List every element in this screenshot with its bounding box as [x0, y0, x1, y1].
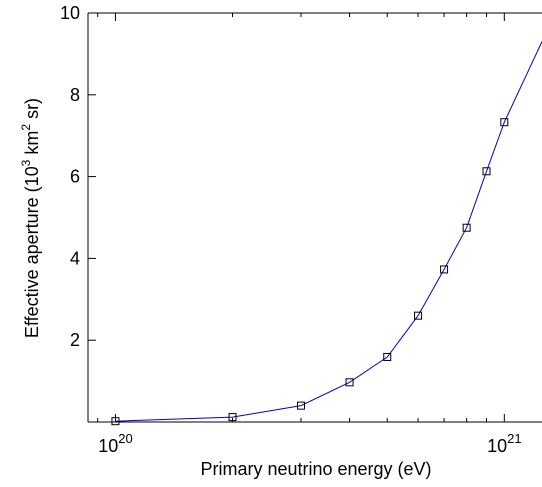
x-tick-label: 1021	[487, 431, 522, 456]
x-tick-label-exponent: 20	[118, 431, 132, 446]
data-point-marker	[462, 223, 471, 232]
data-point-marker	[228, 413, 237, 422]
y-ticks: 2 4 6 8 10	[60, 3, 96, 350]
y-axis-label: Effective aperture (103 km2 sr)	[19, 98, 42, 338]
y-tick-label: 10	[60, 3, 80, 23]
x-tick-label-base: 10	[487, 436, 507, 456]
x-tick-label: 1020	[98, 431, 132, 456]
x-axis-label: Primary neutrino energy (eV)	[200, 459, 431, 479]
x-tick-label-exponent: 21	[507, 431, 521, 446]
series-line	[115, 41, 542, 422]
data-point-marker	[345, 378, 354, 387]
y-tick-label: 4	[70, 248, 80, 268]
x-ticks: 1020 1021	[97, 13, 522, 456]
y-axis-label-mid: km	[22, 131, 42, 160]
y-tick-label: 8	[70, 85, 80, 105]
plot-area	[88, 13, 542, 422]
data-point-marker	[111, 417, 120, 426]
y-tick-label: 2	[70, 330, 80, 350]
data-point-marker	[296, 401, 305, 410]
y-tick-label: 6	[70, 167, 80, 187]
y-axis-label-exp1: 3	[19, 159, 33, 166]
data-point-marker	[500, 118, 509, 127]
data-point-marker	[440, 265, 449, 274]
y-axis-label-end: sr)	[22, 98, 42, 124]
data-point-marker	[482, 167, 491, 176]
data-point-marker	[414, 311, 423, 320]
y-axis-label-main: Effective aperture (10	[22, 166, 42, 338]
y-axis-label-exp2: 2	[19, 124, 33, 131]
x-tick-label-base: 10	[98, 436, 118, 456]
data-point-marker	[383, 352, 392, 361]
series-group	[111, 41, 542, 426]
